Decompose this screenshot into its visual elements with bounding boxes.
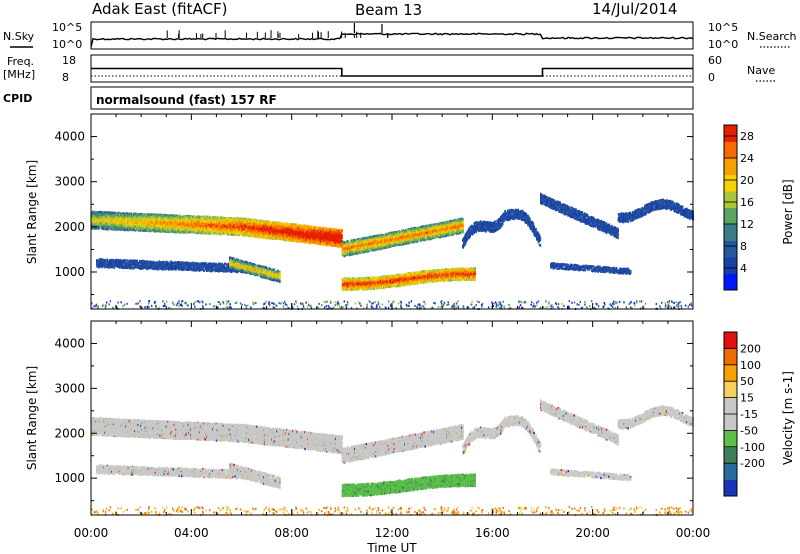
nsky-panel-frame: [91, 22, 693, 49]
freq-label: Freq.: [7, 55, 34, 68]
nave-label: Nave: [747, 64, 775, 77]
power-cell: [98, 227, 100, 229]
nsky-series-line: [91, 33, 693, 47]
date-title: 14/Jul/2014: [592, 0, 677, 18]
freq-tick-bottom: 8: [62, 71, 69, 84]
nsearch-tick-bottom: 10^0: [708, 38, 738, 51]
nave-tick-bottom: 0: [708, 71, 715, 84]
freq-series-line: [91, 69, 693, 77]
beam-title: Beam 13: [355, 1, 422, 19]
power-heatmap-cells: [91, 193, 694, 310]
radar-summary-figure: Adak East (fitACF) Beam 13 14/Jul/2014 N…: [0, 0, 800, 554]
freq-unit: [MHz]: [3, 68, 35, 81]
nsky-tick-bottom: 10^0: [52, 38, 82, 51]
nsky-trace: [91, 23, 693, 47]
station-title: Adak East (fitACF): [92, 0, 227, 18]
nsearch-label: N.Search: [747, 30, 797, 43]
nsky-label: N.Sky: [3, 30, 35, 43]
cpid-label: CPID: [3, 92, 32, 105]
cpid-text: normalsound (fast) 157 RF: [96, 93, 277, 107]
nave-tick-top: 60: [708, 54, 722, 67]
freq-tick-top: 18: [62, 54, 76, 67]
power-cell: [145, 213, 147, 215]
nsky-tick-top: 10^5: [52, 21, 82, 34]
nsearch-tick-top: 10^5: [708, 21, 738, 34]
power-cell: [101, 214, 103, 216]
